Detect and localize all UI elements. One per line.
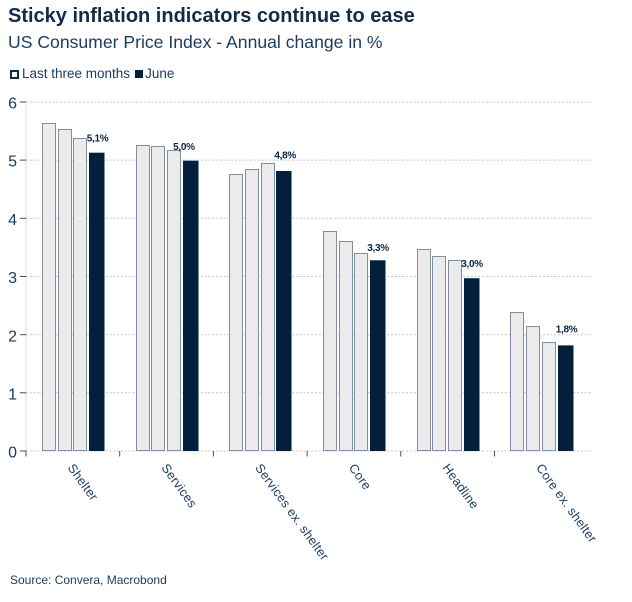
svg-text:6: 6 [8,96,17,113]
svg-text:Services: Services [158,461,199,510]
svg-text:Headline: Headline [440,461,482,511]
svg-text:5,1%: 5,1% [87,134,109,145]
svg-text:Core: Core [346,461,374,492]
svg-text:Services ex. shelter: Services ex. shelter [252,461,332,563]
svg-text:4,8%: 4,8% [274,151,296,162]
svg-text:1,8%: 1,8% [556,325,578,336]
svg-text:Core ex. shelter: Core ex. shelter [533,461,600,545]
svg-text:3: 3 [8,270,17,287]
svg-text:5: 5 [8,154,17,171]
svg-text:Shelter: Shelter [65,461,101,504]
svg-text:4: 4 [8,212,17,229]
svg-text:1: 1 [8,386,17,403]
svg-text:5,0%: 5,0% [173,142,195,153]
svg-text:2: 2 [8,328,17,345]
svg-text:3,0%: 3,0% [461,259,483,270]
svg-text:3,3%: 3,3% [367,243,389,254]
svg-text:0: 0 [8,445,17,462]
